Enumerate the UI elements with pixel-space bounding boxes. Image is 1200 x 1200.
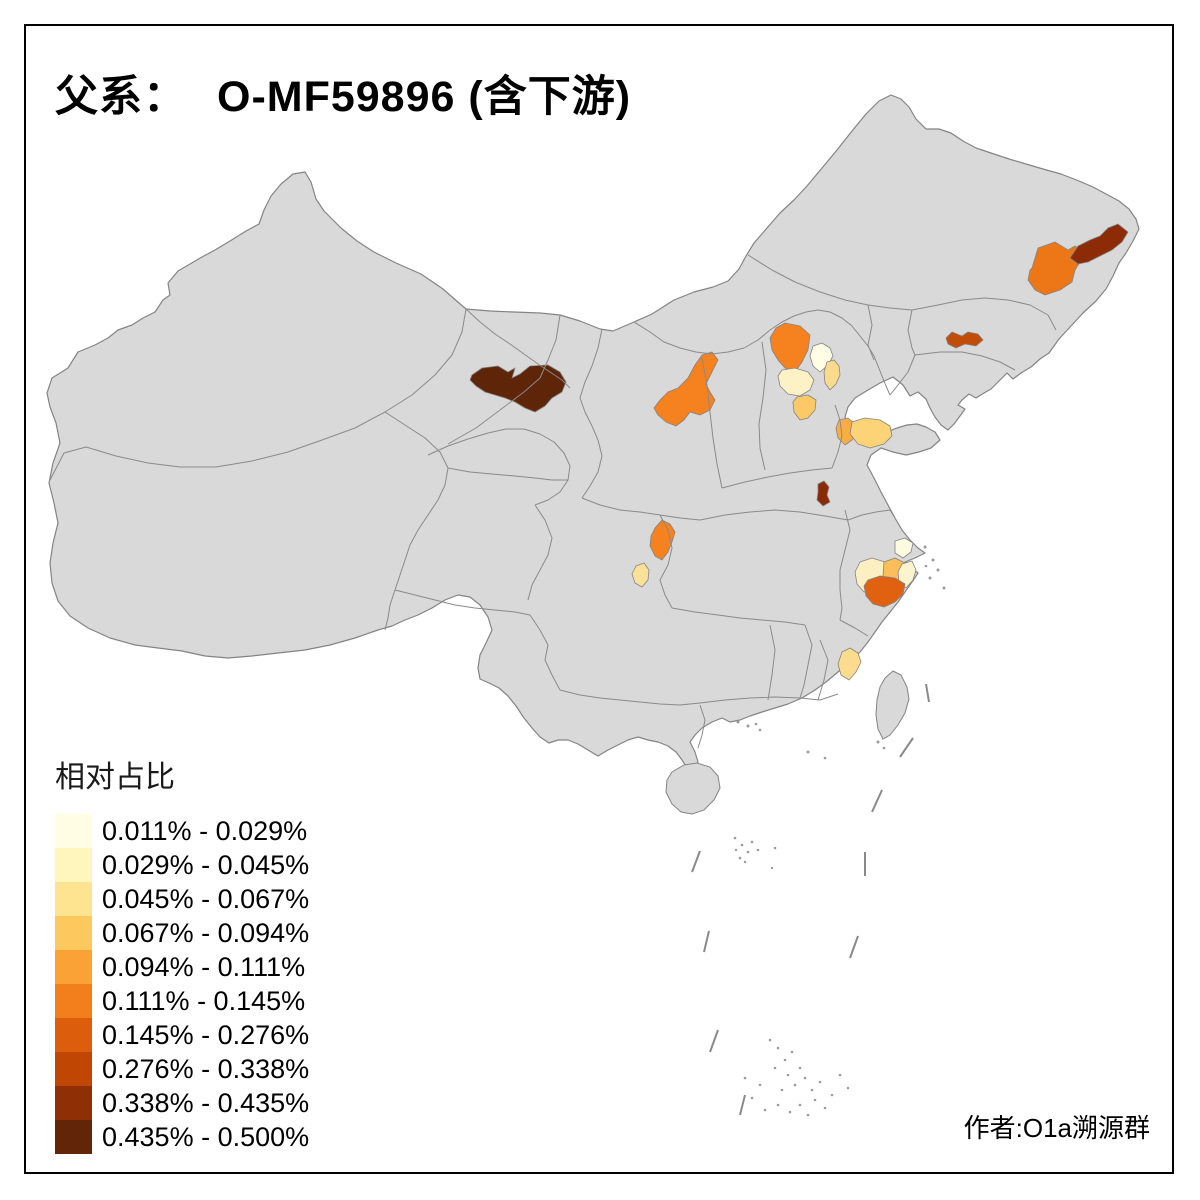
region-sichuan-central-pale <box>631 562 650 588</box>
legend-item: 0.029% - 0.045% <box>55 848 385 882</box>
legend-label: 0.276% - 0.338% <box>102 1053 310 1084</box>
province-borders <box>49 254 1057 749</box>
china-mainland <box>46 94 1140 771</box>
small-islands <box>733 545 946 1117</box>
legend-label: 0.435% - 0.500% <box>102 1121 310 1152</box>
legend-label: 0.029% - 0.045% <box>102 849 310 880</box>
legend-item: 0.338% - 0.435% <box>55 1086 385 1120</box>
region-fuzhou <box>837 647 862 681</box>
legend-item: 0.011% - 0.029% <box>55 814 385 848</box>
page-title: 父系： O-MF59896 (含下游) <box>55 62 631 124</box>
legend-swatch <box>55 1052 92 1086</box>
nine-dash-line <box>691 683 930 1116</box>
legend-item: 0.435% - 0.500% <box>55 1120 385 1154</box>
legend-item: 0.276% - 0.338% <box>55 1052 385 1086</box>
region-baoding <box>777 367 815 397</box>
region-jiangsu-south-pale <box>894 537 914 559</box>
legend-item: 0.094% - 0.111% <box>55 950 385 984</box>
legend-swatch <box>55 1018 92 1052</box>
region-inner-mongolia-dark <box>469 364 567 413</box>
taiwan-island <box>875 670 910 740</box>
region-shaoxing-pale <box>897 560 917 589</box>
legend-item: 0.145% - 0.276% <box>55 1018 385 1052</box>
legend-swatch <box>55 1086 92 1120</box>
legend-swatch <box>55 1120 92 1154</box>
legend-swatch <box>55 916 92 950</box>
region-heilongjiang-central <box>1027 241 1084 296</box>
legend-label: 0.011% - 0.029% <box>102 815 308 846</box>
author-credit: 作者:O1a溯源群 <box>963 1113 1150 1143</box>
region-heilongjiang-east-dark <box>1069 223 1129 265</box>
region-sichuan-north <box>649 519 676 561</box>
region-shijiazhuang <box>792 394 817 421</box>
legend-label: 0.067% - 0.094% <box>102 917 310 948</box>
legend-label: 0.094% - 0.111% <box>102 951 306 982</box>
legend-title: 相对占比 <box>55 761 175 794</box>
region-henan-dark <box>816 480 831 507</box>
legend-item: 0.111% - 0.145% <box>55 984 385 1018</box>
legend-item: 0.067% - 0.094% <box>55 916 385 950</box>
region-tianjin <box>823 359 841 391</box>
legend-item: 0.045% - 0.067% <box>55 882 385 916</box>
legend-label: 0.111% - 0.145% <box>102 985 306 1016</box>
legend-label: 0.045% - 0.067% <box>102 883 310 914</box>
legend-label: 0.338% - 0.435% <box>102 1087 310 1118</box>
title-haplogroup: O-MF59896 (含下游) <box>217 73 632 121</box>
region-weifang <box>849 417 893 449</box>
legend-swatch <box>55 984 92 1018</box>
legend-label: 0.145% - 0.276% <box>102 1019 310 1050</box>
legend-swatch <box>55 814 92 848</box>
legend-swatch <box>55 848 92 882</box>
legend-swatch <box>55 882 92 916</box>
region-liaoning-east <box>945 331 984 349</box>
legend: 相对占比 0.011% - 0.029% 0.029% - 0.045% 0.0… <box>55 752 385 1154</box>
legend-swatch <box>55 950 92 984</box>
region-jinhua <box>863 575 906 608</box>
title-prefix: 父系： <box>55 74 187 121</box>
hainan-island <box>665 762 721 815</box>
region-shaanxi-north <box>653 351 719 427</box>
colored-regions <box>469 223 1129 681</box>
